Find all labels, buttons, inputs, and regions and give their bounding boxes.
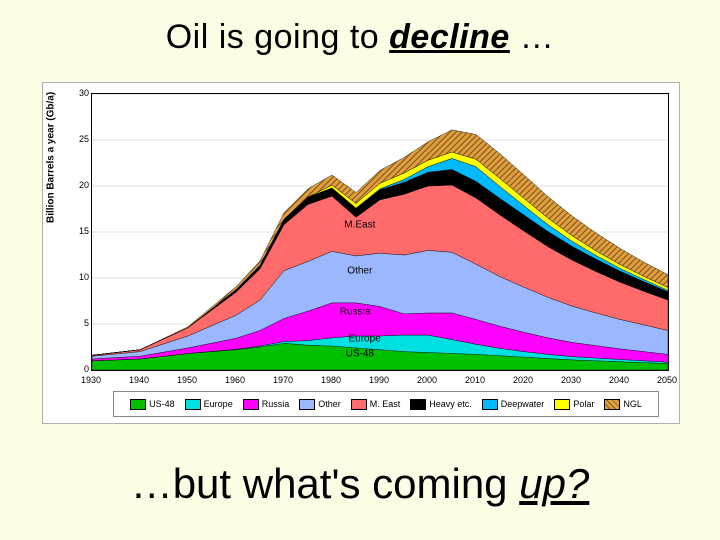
x-tick: 2010 (465, 375, 485, 385)
legend-item: Polar (554, 399, 594, 410)
legend: US-48 Europe Russia Other M. East Heavy etc. D… (113, 391, 659, 417)
legend-swatch (185, 399, 201, 410)
y-tick: 25 (73, 134, 89, 144)
y-tick: 5 (73, 318, 89, 328)
legend-label: US-48 (149, 399, 175, 409)
y-tick: 10 (73, 272, 89, 282)
title-em: decline (389, 18, 510, 56)
y-tick: 20 (73, 180, 89, 190)
oil-chart: Billion Barrels a year (Gb/a) US-48 Europ… (42, 82, 680, 424)
y-tick: 30 (73, 88, 89, 98)
legend-swatch (410, 399, 426, 410)
x-tick: 1940 (129, 375, 149, 385)
legend-item: Russia (243, 399, 290, 410)
x-tick: 2030 (561, 375, 581, 385)
legend-label: M. East (370, 399, 401, 409)
x-tick: 1970 (273, 375, 293, 385)
x-tick: 2020 (513, 375, 533, 385)
legend-item: Deepwater (482, 399, 545, 410)
y-tick: 0 (73, 364, 89, 374)
y-axis-label: Billion Barrels a year (Gb/a) (46, 92, 57, 223)
legend-swatch (299, 399, 315, 410)
legend-swatch (351, 399, 367, 410)
x-tick: 1930 (81, 375, 101, 385)
x-tick: 1980 (321, 375, 341, 385)
x-tick: 2000 (417, 375, 437, 385)
legend-item: Other (299, 399, 341, 410)
x-tick: 1960 (225, 375, 245, 385)
legend-label: Heavy etc. (429, 399, 472, 409)
x-tick: 1950 (177, 375, 197, 385)
sub-pre: …but what's coming (131, 460, 520, 507)
plot-area (91, 93, 669, 371)
legend-item: US-48 (130, 399, 175, 410)
legend-label: NGL (623, 399, 642, 409)
legend-label: Deepwater (501, 399, 545, 409)
y-tick: 15 (73, 226, 89, 236)
subtitle: …but what's coming up? (0, 460, 720, 508)
legend-swatch (482, 399, 498, 410)
legend-item: Heavy etc. (410, 399, 472, 410)
legend-item: M. East (351, 399, 401, 410)
legend-swatch (604, 399, 620, 410)
legend-swatch (243, 399, 259, 410)
legend-swatch (554, 399, 570, 410)
legend-label: Polar (573, 399, 594, 409)
x-tick: 2040 (609, 375, 629, 385)
legend-label: Europe (204, 399, 233, 409)
legend-item: Europe (185, 399, 233, 410)
title-post: … (510, 18, 554, 56)
x-tick: 2050 (657, 375, 677, 385)
legend-item: NGL (604, 399, 642, 410)
title-pre: Oil is going to (166, 18, 389, 56)
page-title: Oil is going to decline … (0, 18, 720, 57)
x-tick: 1990 (369, 375, 389, 385)
chart-svg (92, 94, 668, 370)
legend-label: Other (318, 399, 341, 409)
legend-label: Russia (262, 399, 290, 409)
sub-em: up? (519, 460, 589, 507)
legend-swatch (130, 399, 146, 410)
